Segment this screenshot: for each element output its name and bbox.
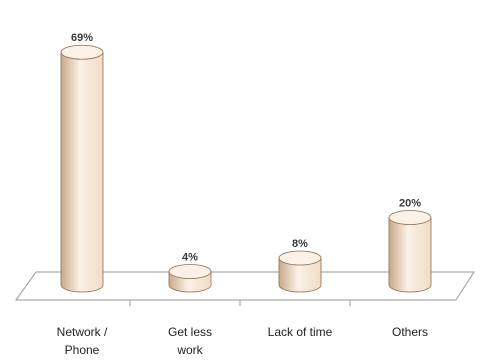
category-label: Network / Phone <box>57 325 108 357</box>
data-label: 8% <box>292 238 308 250</box>
bar-body <box>278 257 322 293</box>
bar <box>168 264 212 293</box>
bar-body <box>60 51 104 293</box>
category-label: Lack of time <box>268 325 333 339</box>
chart-floor <box>15 271 475 301</box>
bar-top <box>60 44 104 60</box>
bar-top <box>168 264 212 279</box>
bar-top <box>278 250 322 266</box>
category-label: Others <box>392 325 428 339</box>
data-label: 20% <box>399 198 421 210</box>
bar-top <box>388 210 432 225</box>
bar-body <box>388 217 432 293</box>
bar <box>278 250 322 293</box>
bar <box>388 210 432 293</box>
data-label: 4% <box>182 252 198 264</box>
data-label: 69% <box>71 32 93 44</box>
category-label: Get less work <box>168 325 212 357</box>
bar <box>60 44 104 293</box>
